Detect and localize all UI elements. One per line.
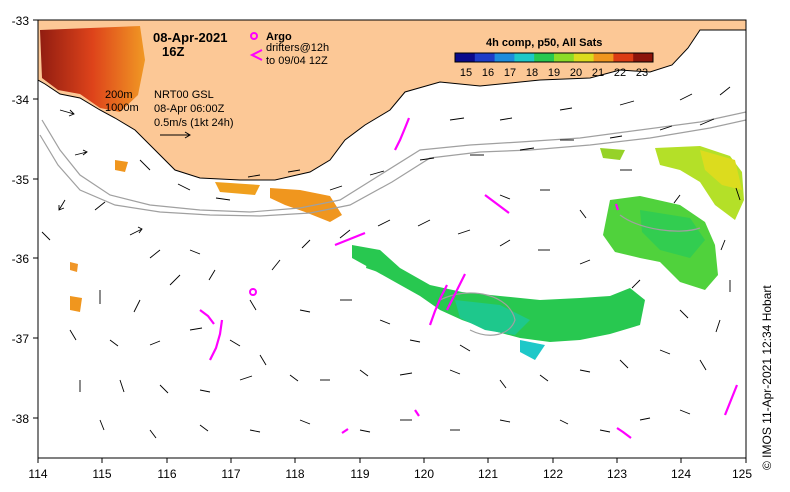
colorbar-swatch [593,53,614,62]
isobath-lines [39,111,746,336]
colorbar-tick: 17 [504,67,516,79]
lon-label: 118 [285,467,304,481]
drifter-legend-label-1: drifters@12h [266,42,329,54]
current-time-label: 08-Apr 06:00Z [154,103,225,115]
lat-tick-labels: -33 -34 -35 -36 -37 -38 [12,14,30,426]
drifter-legend-label-2: to 09/04 12Z [266,55,328,67]
lon-label: 125 [732,467,752,481]
colorbar-tick: 23 [636,67,648,79]
colorbar-swatch [534,53,555,62]
lat-label: -36 [12,252,30,266]
lat-label: -37 [12,332,30,346]
map-time: 16Z [162,44,184,59]
credit-label: © IMOS 11-Apr-2021 12:34 Hobart [760,285,774,470]
current-scale-label: 0.5m/s (1kt 24h) [154,117,233,129]
colorbar-swatch [494,53,515,62]
lon-label: 115 [92,467,111,481]
isobath-200-label: 200m [105,89,133,101]
argo-float-marker [249,288,257,296]
warm-coast-overlay [40,26,145,112]
colorbar-tick: 16 [482,67,494,79]
lon-label: 124 [671,467,691,481]
colorbar-border [454,52,654,63]
colorbar-swatch [474,53,496,62]
lon-label: 114 [28,467,47,481]
lon-label: 122 [543,467,563,481]
lat-label: -38 [12,412,30,426]
colorbar-swatch [554,53,575,62]
colorbar-swatch [613,53,634,62]
argo-legend-icon [250,32,258,40]
sst-patches [352,146,744,360]
lon-label: 123 [607,467,627,481]
lon-ticks [37,458,747,463]
drifter-tracks [199,117,739,439]
lon-label: 116 [157,467,176,481]
colorbar-ticks: 15 16 17 18 19 20 21 22 23 [460,67,648,79]
lat-ticks [33,19,38,419]
current-source-label: NRT00 GSL [154,89,214,101]
argo-legend-label: Argo [266,31,292,43]
lat-label: -33 [12,14,30,28]
drifter-legend-icon [249,49,263,61]
colorbar-swatch [573,53,595,62]
isobath-1000-label: 1000m [105,102,139,114]
colorbar-tick: 18 [526,67,538,79]
lon-label: 120 [414,467,434,481]
current-arrows [41,86,741,439]
map-date: 08-Apr-2021 [153,30,227,45]
lon-tick-labels: 114 115 116 117 118 119 120 121 122 123 … [28,467,752,481]
colorbar-swatch [633,53,654,62]
plot-border [37,19,747,459]
lat-label: -35 [12,173,30,187]
current-scale-arrow [160,131,191,139]
colorbar-swatch [514,53,535,62]
colorbar-title: 4h comp, p50, All Sats [486,37,602,49]
colorbar [454,52,654,63]
colorbar-tick: 20 [570,67,582,79]
colorbar-swatch [455,53,476,62]
lon-label: 121 [478,467,498,481]
colorbar-tick: 15 [460,67,472,79]
colorbar-tick: 19 [548,67,560,79]
lon-label: 119 [350,467,369,481]
lat-label: -34 [12,93,30,107]
colorbar-tick: 22 [614,67,626,79]
lon-label: 117 [221,467,240,481]
colorbar-tick: 21 [592,67,604,79]
